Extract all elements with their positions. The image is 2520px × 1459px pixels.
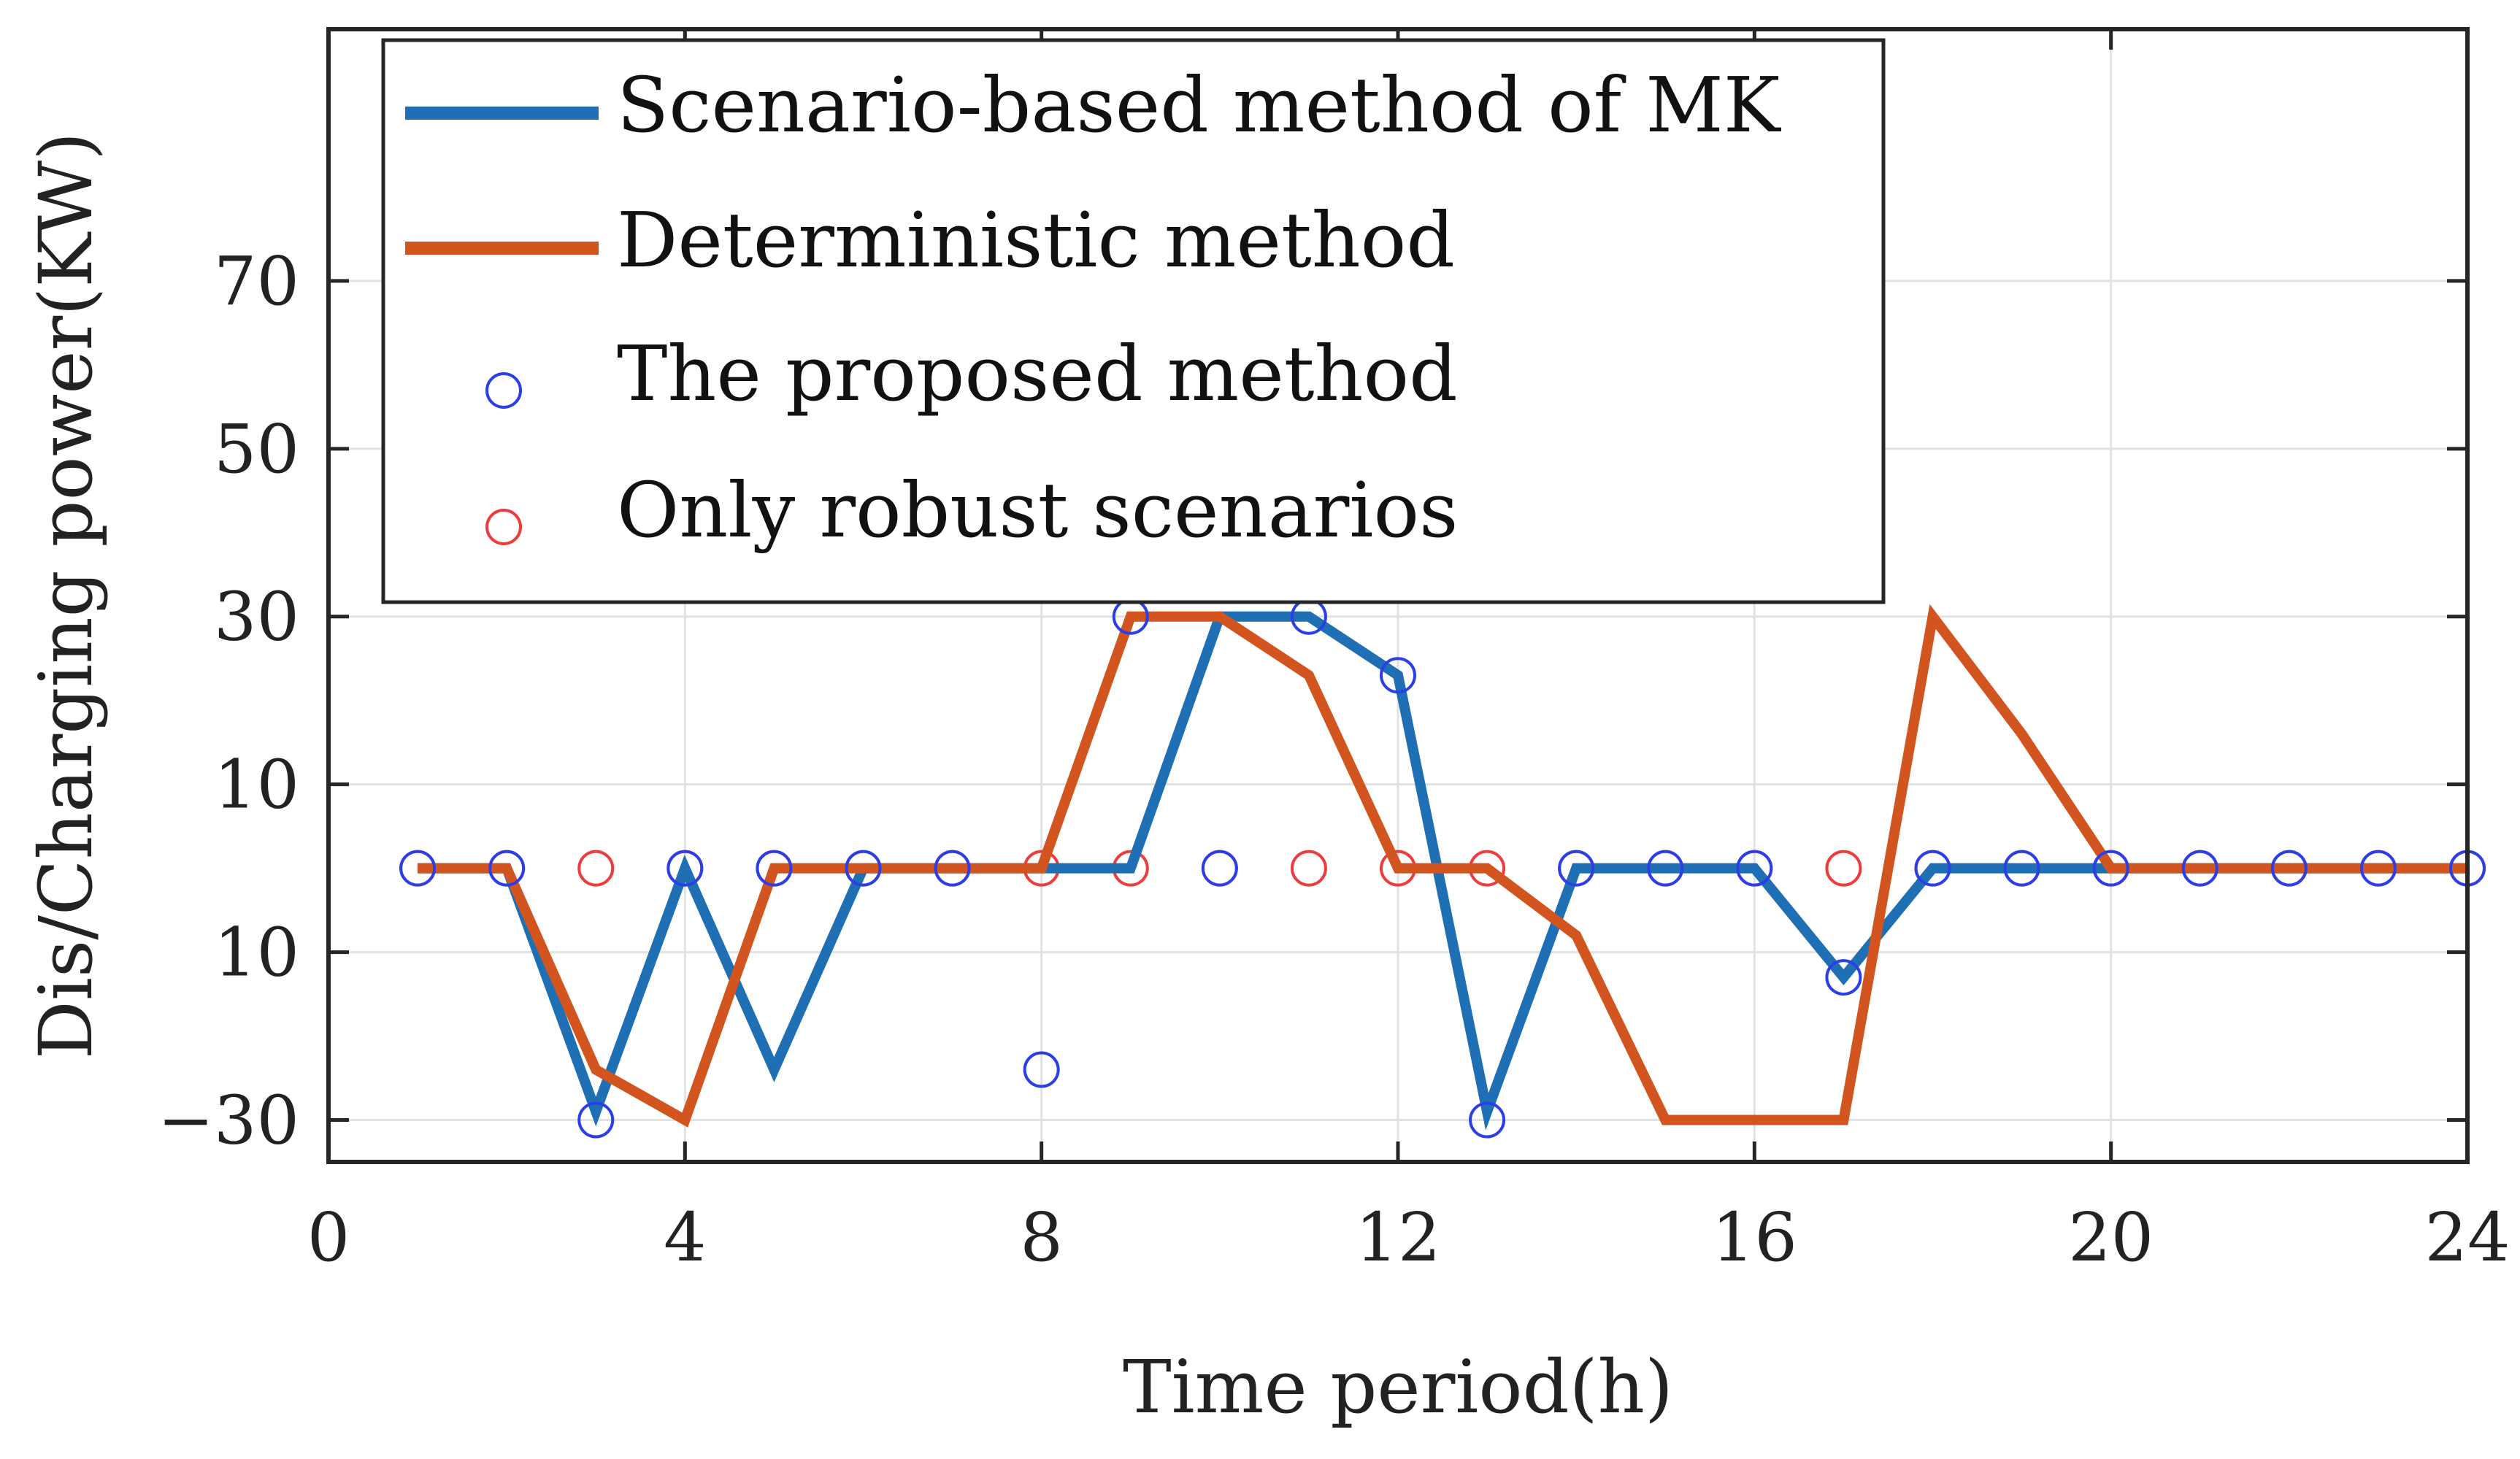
legend-label-robust: Only robust scenarios	[617, 466, 1459, 555]
y-axis-title: Dis/Charging power(KW)	[23, 132, 109, 1059]
y-tick-label: 10	[214, 914, 299, 992]
x-tick-label: 0	[307, 1198, 350, 1277]
x-tick-label: 24	[2424, 1198, 2510, 1277]
x-tick-label: 4	[664, 1198, 707, 1277]
x-tick-label: 8	[1020, 1198, 1063, 1277]
y-tick-label: −30	[158, 1082, 299, 1160]
y-tick-label: 70	[214, 242, 299, 320]
y-tick-label: 50	[214, 410, 299, 488]
y-tick-label: 30	[214, 578, 299, 656]
x-axis-title: Time period(h)	[1123, 1344, 1673, 1430]
legend-label-deterministic: Deterministic method	[617, 196, 1455, 285]
x-tick-label: 12	[1355, 1198, 1440, 1277]
legend-label-proposed: The proposed method	[617, 329, 1458, 418]
legend: Scenario-based method of MK Deterministi…	[383, 40, 1883, 602]
legend-label-scenario-mk: Scenario-based method of MK	[617, 61, 1782, 150]
x-tick-label: 16	[1712, 1198, 1797, 1277]
chart: 0 4 8 12 16 20 24−301010305070 Time period(h) …	[0, 0, 2520, 1459]
y-tick-label: 10	[214, 746, 299, 824]
x-tick-label: 20	[2068, 1198, 2154, 1277]
